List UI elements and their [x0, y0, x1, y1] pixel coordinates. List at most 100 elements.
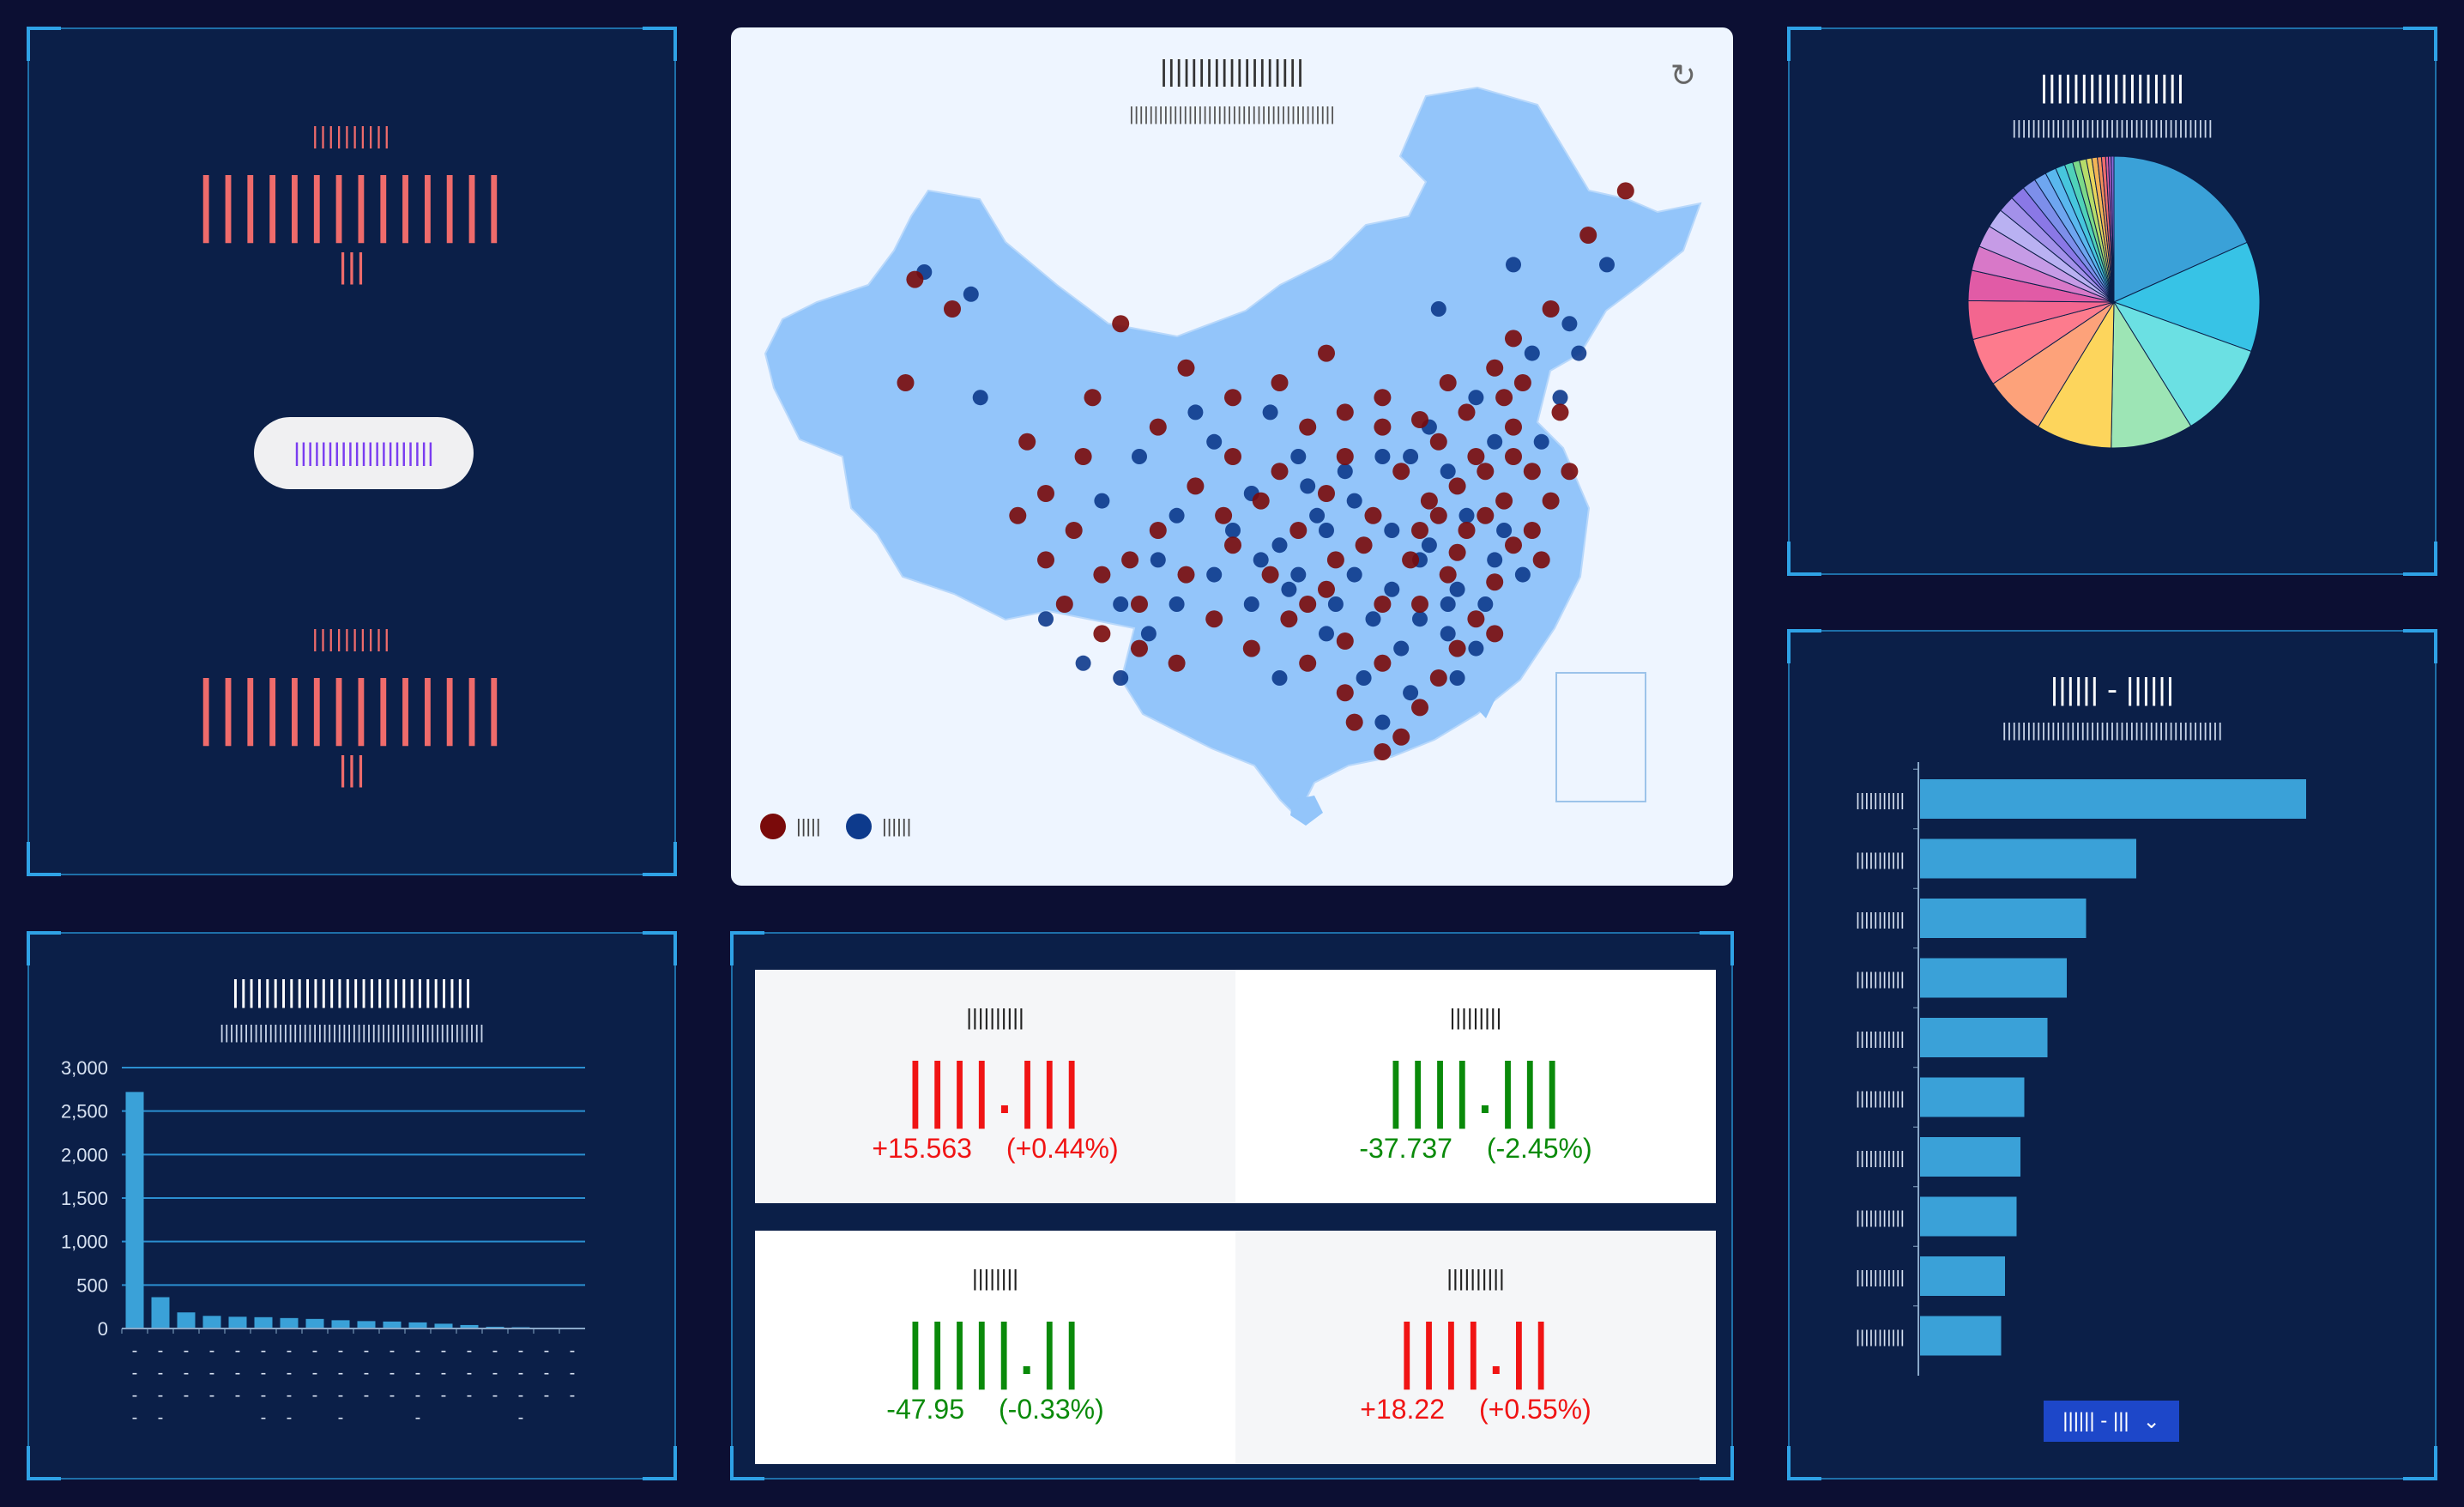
map-point-b[interactable]	[1113, 670, 1129, 686]
map-point-b[interactable]	[1384, 581, 1400, 597]
map-point-a[interactable]	[1374, 418, 1392, 436]
map-point-a[interactable]	[1093, 625, 1111, 643]
bar[interactable]	[1920, 779, 2306, 819]
map-point-a[interactable]	[1242, 639, 1260, 657]
map-point-b[interactable]	[1300, 478, 1316, 494]
map-point-a[interactable]	[1289, 522, 1307, 539]
map-point-b[interactable]	[1290, 566, 1307, 583]
bar[interactable]	[1920, 958, 2067, 998]
map-point-b[interactable]	[1243, 596, 1259, 612]
map-point-a[interactable]	[1177, 566, 1195, 584]
map-point-b[interactable]	[972, 390, 988, 406]
bar[interactable]	[331, 1320, 350, 1328]
bar[interactable]	[1920, 1196, 2017, 1237]
map-point-a[interactable]	[1542, 300, 1560, 318]
map-point-b[interactable]	[1094, 493, 1110, 509]
stat-card-1[interactable]: |||||||||| ||||.||| +15.563 (+0.44%)	[755, 970, 1235, 1203]
stat-card-2[interactable]: ||||||||| ||||.||| -37.737 (-2.45%)	[1235, 970, 1716, 1203]
bar[interactable]	[486, 1326, 504, 1328]
map-point-a[interactable]	[1271, 463, 1289, 481]
map-point-a[interactable]	[1336, 448, 1354, 465]
map-point-b[interactable]	[1187, 404, 1204, 421]
map-point-b[interactable]	[1271, 670, 1288, 686]
pie-slice[interactable]	[2112, 301, 2252, 427]
map-point-b[interactable]	[1477, 596, 1494, 612]
map-point-a[interactable]	[1345, 713, 1363, 731]
map-point-a[interactable]	[1364, 506, 1382, 524]
map-point-a[interactable]	[1505, 330, 1522, 348]
map-point-b[interactable]	[1514, 566, 1531, 583]
bar[interactable]	[1920, 1256, 2005, 1296]
map-point-b[interactable]	[1169, 507, 1185, 524]
map-point-a[interactable]	[1318, 344, 1335, 362]
map-point-b[interactable]	[1169, 596, 1185, 612]
map-point-a[interactable]	[1495, 492, 1513, 510]
bar[interactable]	[460, 1324, 479, 1328]
map-point-a[interactable]	[1467, 610, 1485, 628]
map-point-a[interactable]	[1402, 551, 1420, 569]
map-point-a[interactable]	[1271, 374, 1289, 391]
map-point-a[interactable]	[1187, 477, 1205, 495]
map-point-a[interactable]	[897, 374, 915, 391]
bar[interactable]	[1920, 1018, 2048, 1057]
map-point-a[interactable]	[1224, 389, 1241, 407]
legend-item-b[interactable]: ||||||	[846, 814, 911, 839]
toggle-button[interactable]: |||||||||||||||||||||	[254, 417, 474, 489]
map-point-b[interactable]	[1206, 566, 1223, 583]
map-point-b[interactable]	[1132, 449, 1147, 464]
map-point-a[interactable]	[1168, 654, 1186, 672]
pie-slice[interactable]	[2113, 155, 2248, 303]
map-point-a[interactable]	[1093, 566, 1111, 584]
bar[interactable]	[1920, 1316, 2002, 1356]
map-point-a[interactable]	[1374, 654, 1392, 672]
map-point-a[interactable]	[1513, 374, 1531, 391]
map-point-b[interactable]	[1487, 552, 1503, 568]
map-point-a[interactable]	[1616, 182, 1634, 200]
map-point-a[interactable]	[1477, 506, 1495, 524]
map-point-a[interactable]	[1205, 610, 1223, 628]
map-point-b[interactable]	[1449, 581, 1465, 597]
legend-item-a[interactable]: |||||	[760, 814, 821, 839]
map-point-a[interactable]	[1523, 463, 1541, 481]
refresh-icon[interactable]: ↻	[1670, 57, 1697, 93]
bar[interactable]	[357, 1321, 376, 1328]
pie-slice[interactable]	[2038, 300, 2115, 449]
bar[interactable]	[1920, 838, 2136, 879]
map-point-b[interactable]	[1552, 390, 1568, 406]
bar[interactable]	[434, 1323, 453, 1328]
map-point-a[interactable]	[1458, 522, 1476, 539]
map-point-b[interactable]	[1421, 537, 1437, 554]
map-point-a[interactable]	[1252, 492, 1270, 510]
map-point-a[interactable]	[1458, 403, 1476, 421]
map-point-a[interactable]	[944, 300, 961, 318]
map-point-b[interactable]	[1253, 552, 1269, 568]
map-point-b[interactable]	[1346, 566, 1362, 583]
bar[interactable]	[408, 1322, 427, 1328]
map-point-a[interactable]	[1224, 536, 1241, 554]
map-point-a[interactable]	[1420, 492, 1438, 510]
map-point-b[interactable]	[1206, 433, 1223, 450]
map-point-a[interactable]	[1429, 669, 1447, 687]
map-point-b[interactable]	[1225, 523, 1241, 538]
map-point-a[interactable]	[1467, 448, 1485, 465]
map-point-b[interactable]	[1458, 507, 1475, 524]
map-point-b[interactable]	[1571, 345, 1587, 361]
pie-slice[interactable]	[2111, 155, 2115, 303]
map-point-b[interactable]	[1440, 596, 1456, 612]
bar[interactable]	[280, 1317, 299, 1328]
bar[interactable]	[1920, 1137, 2020, 1177]
map-point-a[interactable]	[1579, 227, 1597, 244]
map-point-b[interactable]	[1384, 523, 1400, 538]
bar[interactable]	[305, 1318, 324, 1328]
map-point-a[interactable]	[1439, 374, 1457, 391]
map-point-a[interactable]	[1477, 463, 1495, 481]
map-point-a[interactable]	[1392, 463, 1410, 481]
map-point-a[interactable]	[1326, 551, 1344, 569]
map-point-a[interactable]	[1411, 699, 1428, 717]
map-point-a[interactable]	[1448, 639, 1466, 657]
map-point-a[interactable]	[1542, 492, 1560, 510]
bar[interactable]	[383, 1321, 402, 1328]
map-point-a[interactable]	[1299, 596, 1317, 613]
bar[interactable]	[1920, 1077, 2025, 1117]
bar[interactable]	[177, 1312, 196, 1328]
